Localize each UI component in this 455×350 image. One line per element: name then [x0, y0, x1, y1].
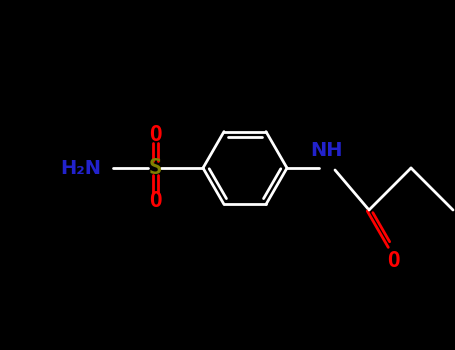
Text: O: O — [149, 125, 162, 145]
Text: S: S — [148, 158, 162, 178]
Text: H₂N: H₂N — [60, 159, 101, 177]
Text: O: O — [149, 191, 162, 211]
Text: NH: NH — [311, 141, 343, 160]
Text: O: O — [387, 251, 399, 271]
